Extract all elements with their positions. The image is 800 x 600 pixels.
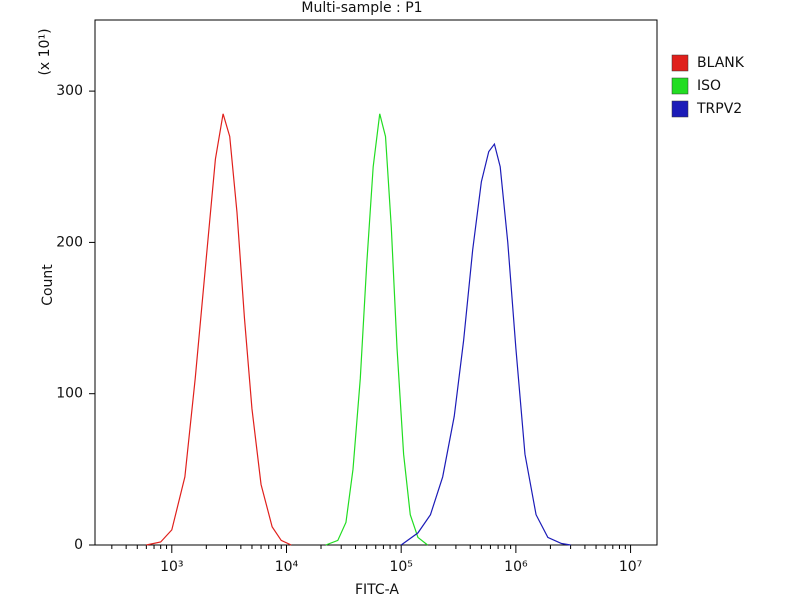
x-tick-label: 10⁷ — [619, 559, 642, 575]
y-multiplier: (x 10¹) — [37, 28, 53, 75]
legend-label: BLANK — [697, 55, 745, 71]
y-tick-label: 0 — [74, 537, 83, 553]
legend-label: TRPV2 — [696, 101, 742, 117]
y-tick-label: 200 — [56, 234, 83, 250]
legend-swatch — [671, 100, 689, 118]
x-tick-label: 10⁶ — [504, 559, 528, 575]
y-tick-label: 300 — [56, 83, 83, 99]
histogram-line — [146, 113, 292, 546]
x-axis-label: FITC-A — [355, 582, 399, 598]
legend-swatch — [671, 54, 689, 72]
histogram-line — [325, 113, 428, 546]
x-tick-label: 10⁵ — [389, 559, 412, 575]
y-tick-label: 100 — [56, 386, 83, 402]
legend-label: ISO — [697, 78, 721, 94]
x-tick-label: 10³ — [160, 559, 183, 575]
histogram-line — [400, 142, 571, 546]
chart-title: Multi-sample : P1 — [301, 0, 422, 16]
x-tick-label: 10⁴ — [275, 559, 299, 575]
legend-swatch — [671, 77, 689, 95]
y-axis-label: Count — [40, 264, 56, 306]
plot-frame — [94, 19, 658, 546]
